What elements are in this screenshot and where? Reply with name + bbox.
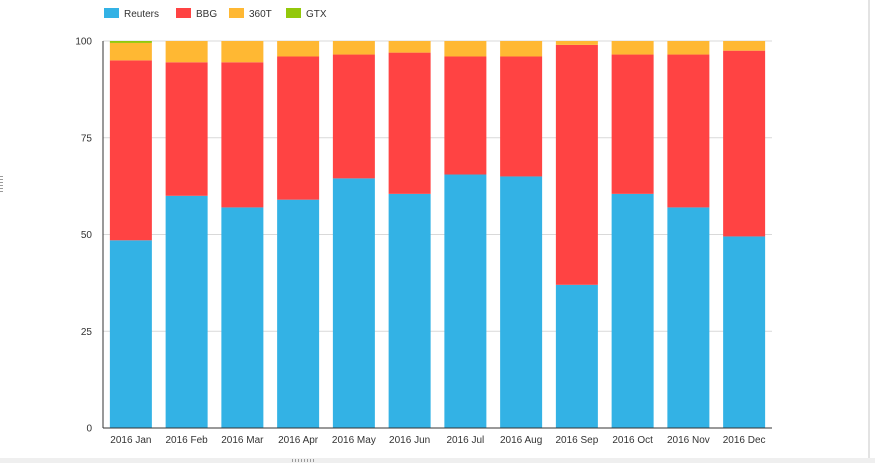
bar-segment-bbg[interactable] bbox=[444, 56, 487, 175]
y-tick-label: 25 bbox=[81, 327, 93, 338]
bar-segment-reuters[interactable] bbox=[667, 207, 710, 428]
bar-segment-bbg[interactable] bbox=[500, 56, 543, 177]
legend-label: Reuters bbox=[124, 9, 159, 20]
legend-swatch bbox=[104, 8, 119, 18]
axes bbox=[102, 41, 772, 429]
bar-segment-360t[interactable] bbox=[332, 41, 375, 55]
legend-item-reuters[interactable]: Reuters bbox=[104, 8, 159, 20]
bar-segment-360t[interactable] bbox=[444, 41, 487, 57]
legend-item-360t[interactable]: 360T bbox=[229, 8, 272, 20]
y-axis-tick-labels: 0 25 50 75 100 bbox=[75, 37, 92, 435]
bar-segment-360t[interactable] bbox=[611, 41, 654, 55]
x-tick-label: 2016 Aug bbox=[500, 435, 542, 446]
bar-segment-bbg[interactable] bbox=[277, 56, 320, 200]
legend-item-gtx[interactable]: GTX bbox=[286, 8, 327, 20]
bar-segment-360t[interactable] bbox=[165, 41, 208, 63]
x-tick-label: 2016 Jul bbox=[446, 435, 484, 446]
bar-segment-360t[interactable] bbox=[555, 41, 598, 45]
x-tick-label: 2016 Jan bbox=[110, 435, 151, 446]
bar-segment-gtx[interactable] bbox=[109, 41, 152, 43]
window-edge-right bbox=[868, 0, 870, 463]
bar-segment-reuters[interactable] bbox=[555, 284, 598, 428]
bar-segment-bbg[interactable] bbox=[667, 54, 710, 208]
bar-segment-bbg[interactable] bbox=[611, 54, 654, 194]
x-axis-tick-labels: 2016 Jan 2016 Feb 2016 Mar 2016 Apr 2016 May… bbox=[110, 435, 765, 446]
bar-segment-bbg[interactable] bbox=[332, 54, 375, 179]
y-tick-label: 100 bbox=[75, 37, 92, 48]
bar-segment-bbg[interactable] bbox=[388, 52, 431, 194]
bar-segment-360t[interactable] bbox=[388, 41, 431, 53]
bar-segment-reuters[interactable] bbox=[500, 176, 543, 428]
y-tick-label: 0 bbox=[86, 424, 92, 435]
bar-segment-bbg[interactable] bbox=[221, 62, 264, 208]
bar-segment-360t[interactable] bbox=[723, 41, 766, 51]
x-tick-label: 2016 Nov bbox=[667, 435, 710, 446]
bar-segment-reuters[interactable] bbox=[388, 193, 431, 428]
legend-label: GTX bbox=[306, 9, 327, 20]
legend-item-bbg[interactable]: BBG bbox=[176, 8, 217, 20]
bar-segment-reuters[interactable] bbox=[611, 193, 654, 428]
resize-handle-bottom[interactable] bbox=[292, 459, 314, 462]
x-tick-label: 2016 Apr bbox=[278, 435, 319, 446]
bar-segment-360t[interactable] bbox=[221, 41, 264, 63]
x-tick-label: 2016 Dec bbox=[723, 435, 766, 446]
gridlines bbox=[103, 40, 772, 332]
y-tick-label: 75 bbox=[81, 133, 93, 144]
bar-segment-reuters[interactable] bbox=[444, 174, 487, 428]
bar-segment-360t[interactable] bbox=[277, 41, 320, 57]
resize-handle-left[interactable] bbox=[0, 176, 3, 194]
chart-legend[interactable]: Reuters BBG 360T GTX bbox=[104, 8, 327, 20]
x-tick-label: 2016 Feb bbox=[165, 435, 208, 446]
bar-segment-reuters[interactable] bbox=[109, 240, 152, 428]
bar-segment-bbg[interactable] bbox=[555, 44, 598, 285]
window-edge-bottom bbox=[0, 458, 875, 463]
x-tick-label: 2016 Mar bbox=[221, 435, 264, 446]
bar-segment-bbg[interactable] bbox=[109, 60, 152, 241]
y-tick-label: 50 bbox=[81, 230, 93, 241]
legend-swatch bbox=[229, 8, 244, 18]
bar-segment-360t[interactable] bbox=[667, 41, 710, 55]
bars bbox=[109, 41, 766, 428]
bar-segment-reuters[interactable] bbox=[277, 199, 320, 428]
bar-segment-reuters[interactable] bbox=[332, 178, 375, 428]
legend-label: BBG bbox=[196, 9, 217, 20]
x-tick-label: 2016 Sep bbox=[555, 435, 598, 446]
x-tick-label: 2016 Jun bbox=[389, 435, 430, 446]
bar-segment-bbg[interactable] bbox=[165, 62, 208, 196]
bar-segment-reuters[interactable] bbox=[165, 195, 208, 428]
legend-swatch bbox=[286, 8, 301, 18]
x-tick-label: 2016 Oct bbox=[612, 435, 653, 446]
bar-segment-bbg[interactable] bbox=[723, 50, 766, 237]
legend-label: 360T bbox=[249, 9, 272, 20]
bar-segment-reuters[interactable] bbox=[723, 236, 766, 428]
x-tick-label: 2016 May bbox=[332, 435, 376, 446]
bar-segment-360t[interactable] bbox=[109, 42, 152, 61]
bar-segment-360t[interactable] bbox=[500, 41, 543, 57]
bar-segment-reuters[interactable] bbox=[221, 207, 264, 428]
legend-swatch bbox=[176, 8, 191, 18]
